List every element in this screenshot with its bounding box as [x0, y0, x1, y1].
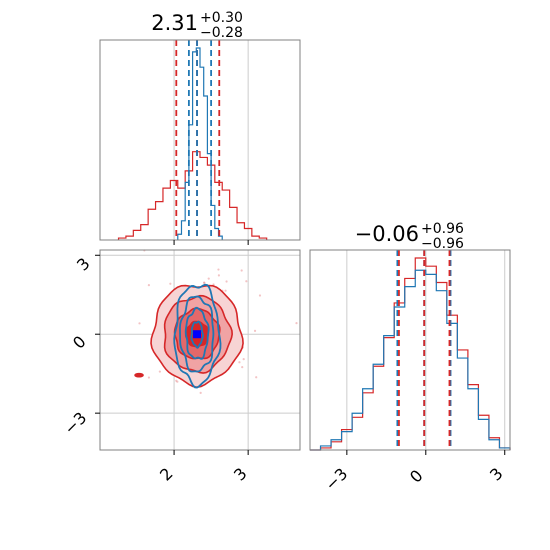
panel-frame: [309, 249, 511, 451]
histogram-series-1: [177, 47, 223, 240]
marginal2-xtick-label: 3: [486, 464, 507, 485]
param1-title-minus: −0.28: [200, 25, 243, 41]
panel-frame: [99, 249, 301, 451]
joint-ytick-label: 3: [73, 254, 94, 275]
scatter-point: [242, 358, 245, 361]
param2-title-plus: +0.96: [421, 221, 464, 237]
scatter-point: [241, 366, 244, 369]
marginal-panel-param1: [99, 39, 301, 245]
param2-title-minus: −0.96: [421, 236, 464, 252]
contour-island: [134, 372, 144, 378]
scatter-point: [203, 281, 206, 284]
joint-ytick-label: −3: [60, 408, 90, 438]
marginal-panel-param2: [309, 249, 511, 455]
scatter-point: [147, 283, 150, 287]
scatter-point: [147, 376, 151, 379]
contour-level: [173, 283, 222, 389]
param1-title-value: 2.31: [151, 11, 198, 35]
scatter-point: [238, 361, 241, 364]
scatter-point: [217, 268, 220, 271]
contour-level: [179, 295, 215, 373]
joint-panel: [95, 249, 301, 455]
scatter-point: [245, 280, 248, 283]
scatter-point: [255, 376, 258, 379]
scatter-point: [158, 370, 161, 373]
param1-title-plus: +0.30: [200, 10, 243, 26]
scatter-point: [240, 269, 243, 272]
scatter-point: [138, 322, 141, 325]
scatter-point: [169, 282, 172, 285]
scatter-point: [225, 280, 228, 283]
scatter-point: [212, 283, 215, 286]
best-fit-marker: [193, 330, 202, 339]
scatter-point: [224, 289, 227, 292]
joint-ytick-label: 0: [69, 332, 90, 353]
scatter-point: [199, 391, 202, 394]
marginal2-xtick-label: 0: [406, 466, 427, 487]
scatter-point: [176, 380, 179, 383]
histogram-series-1: [310, 269, 511, 451]
scatter-point: [253, 329, 257, 333]
contour-level: [184, 306, 210, 360]
joint-xtick-label: 3: [230, 464, 251, 485]
scatter-point: [207, 277, 210, 280]
scatter-point: [217, 274, 220, 277]
panel-frame: [99, 39, 301, 241]
param2-title-value: −0.06: [355, 222, 419, 246]
contour-level: [190, 320, 204, 349]
scatter-point: [258, 294, 262, 297]
histogram-series-0: [117, 151, 268, 240]
marginal2-xtick-label: −3: [321, 464, 351, 494]
joint-xtick-label: 2: [156, 464, 177, 485]
scatter-point: [295, 322, 298, 325]
